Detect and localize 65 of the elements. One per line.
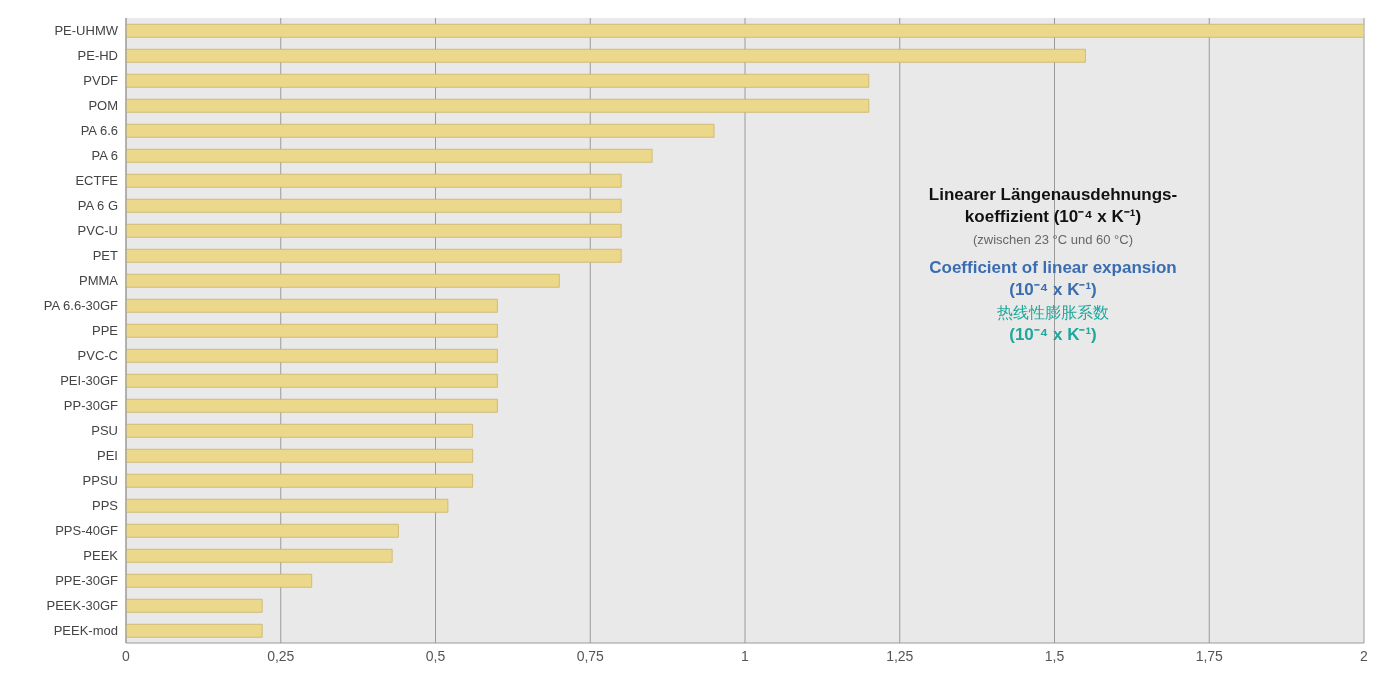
- y-tick-label: PET: [92, 248, 119, 264]
- bar: [126, 123, 715, 138]
- x-tick-label: 1,5: [1044, 647, 1065, 664]
- bar: [126, 498, 449, 513]
- annotation: (10⁻⁴ x K⁻¹): [1008, 279, 1098, 302]
- bar: [126, 23, 1364, 38]
- x-tick-label: 0,25: [267, 647, 295, 664]
- y-tick-label: PA 6.6-30GF: [43, 298, 119, 314]
- bar: [126, 248, 622, 263]
- x-tick-label: 0,5: [425, 647, 446, 664]
- y-tick-label: PEI-30GF: [60, 373, 119, 389]
- bar: [126, 423, 474, 438]
- y-tick-label: PP-30GF: [63, 398, 119, 414]
- y-tick-label: PPSU: [82, 473, 118, 489]
- y-tick-label: PPS-40GF: [55, 523, 119, 539]
- y-tick-label: PSU: [91, 423, 118, 439]
- bar: [126, 573, 313, 588]
- bar: [126, 523, 399, 538]
- y-tick-label: PA 6.6: [80, 123, 118, 139]
- y-tick-label: PA 6 G: [77, 198, 118, 214]
- y-tick-label: PEEK-30GF: [46, 598, 119, 614]
- bar: [126, 73, 870, 88]
- x-tick-label: 1: [741, 647, 750, 664]
- annotation: (10⁻⁴ x K⁻¹): [1008, 324, 1098, 347]
- y-tick-label: PEI: [97, 448, 118, 464]
- bar: [126, 173, 622, 188]
- y-tick-label: PPE: [91, 323, 119, 339]
- y-tick-label: PE-UHMW: [54, 23, 119, 39]
- bar: [126, 598, 263, 613]
- bar: [126, 148, 653, 163]
- bar: [126, 398, 498, 413]
- y-tick-label: ECTFE: [75, 173, 119, 189]
- annotation: Linearer Längenausdehnungs-: [927, 184, 1179, 206]
- bar: [126, 473, 474, 488]
- y-tick-label: PVC-C: [77, 348, 118, 364]
- bar: [126, 298, 498, 313]
- y-tick-label: PE-HD: [77, 48, 118, 64]
- bar: [126, 373, 498, 388]
- annotation: Coefficient of linear expansion: [928, 257, 1178, 280]
- x-tick-label: 2: [1360, 647, 1369, 664]
- bar: [126, 448, 474, 463]
- bar: [126, 348, 498, 363]
- y-tick-label: PEEK: [83, 548, 119, 564]
- annotation: koeffizient (10⁻⁴ x K⁻¹): [963, 206, 1143, 229]
- y-tick-label: PA 6: [91, 148, 118, 164]
- bar: [126, 48, 1086, 63]
- bar: [126, 223, 622, 238]
- bar: [126, 198, 622, 213]
- bar: [126, 548, 393, 563]
- y-tick-label: PEEK-mod: [53, 623, 118, 639]
- annotation: 热线性膨胀系数: [996, 303, 1110, 324]
- bar: [126, 623, 263, 638]
- x-tick-label: 0,75: [576, 647, 605, 664]
- y-tick-label: PPS: [91, 498, 119, 514]
- y-tick-label: PMMA: [79, 273, 119, 289]
- bar: [126, 98, 870, 113]
- y-tick-label: PVDF: [83, 73, 119, 89]
- y-tick-label: PPE-30GF: [55, 573, 119, 589]
- bar: [126, 323, 498, 338]
- bar: [126, 273, 560, 288]
- y-tick-label: POM: [88, 98, 118, 114]
- x-tick-label: 1,75: [1195, 647, 1224, 664]
- x-tick-label: 1,25: [886, 647, 914, 664]
- y-tick-label: PVC-U: [77, 223, 118, 239]
- x-tick-label: 0: [122, 647, 131, 664]
